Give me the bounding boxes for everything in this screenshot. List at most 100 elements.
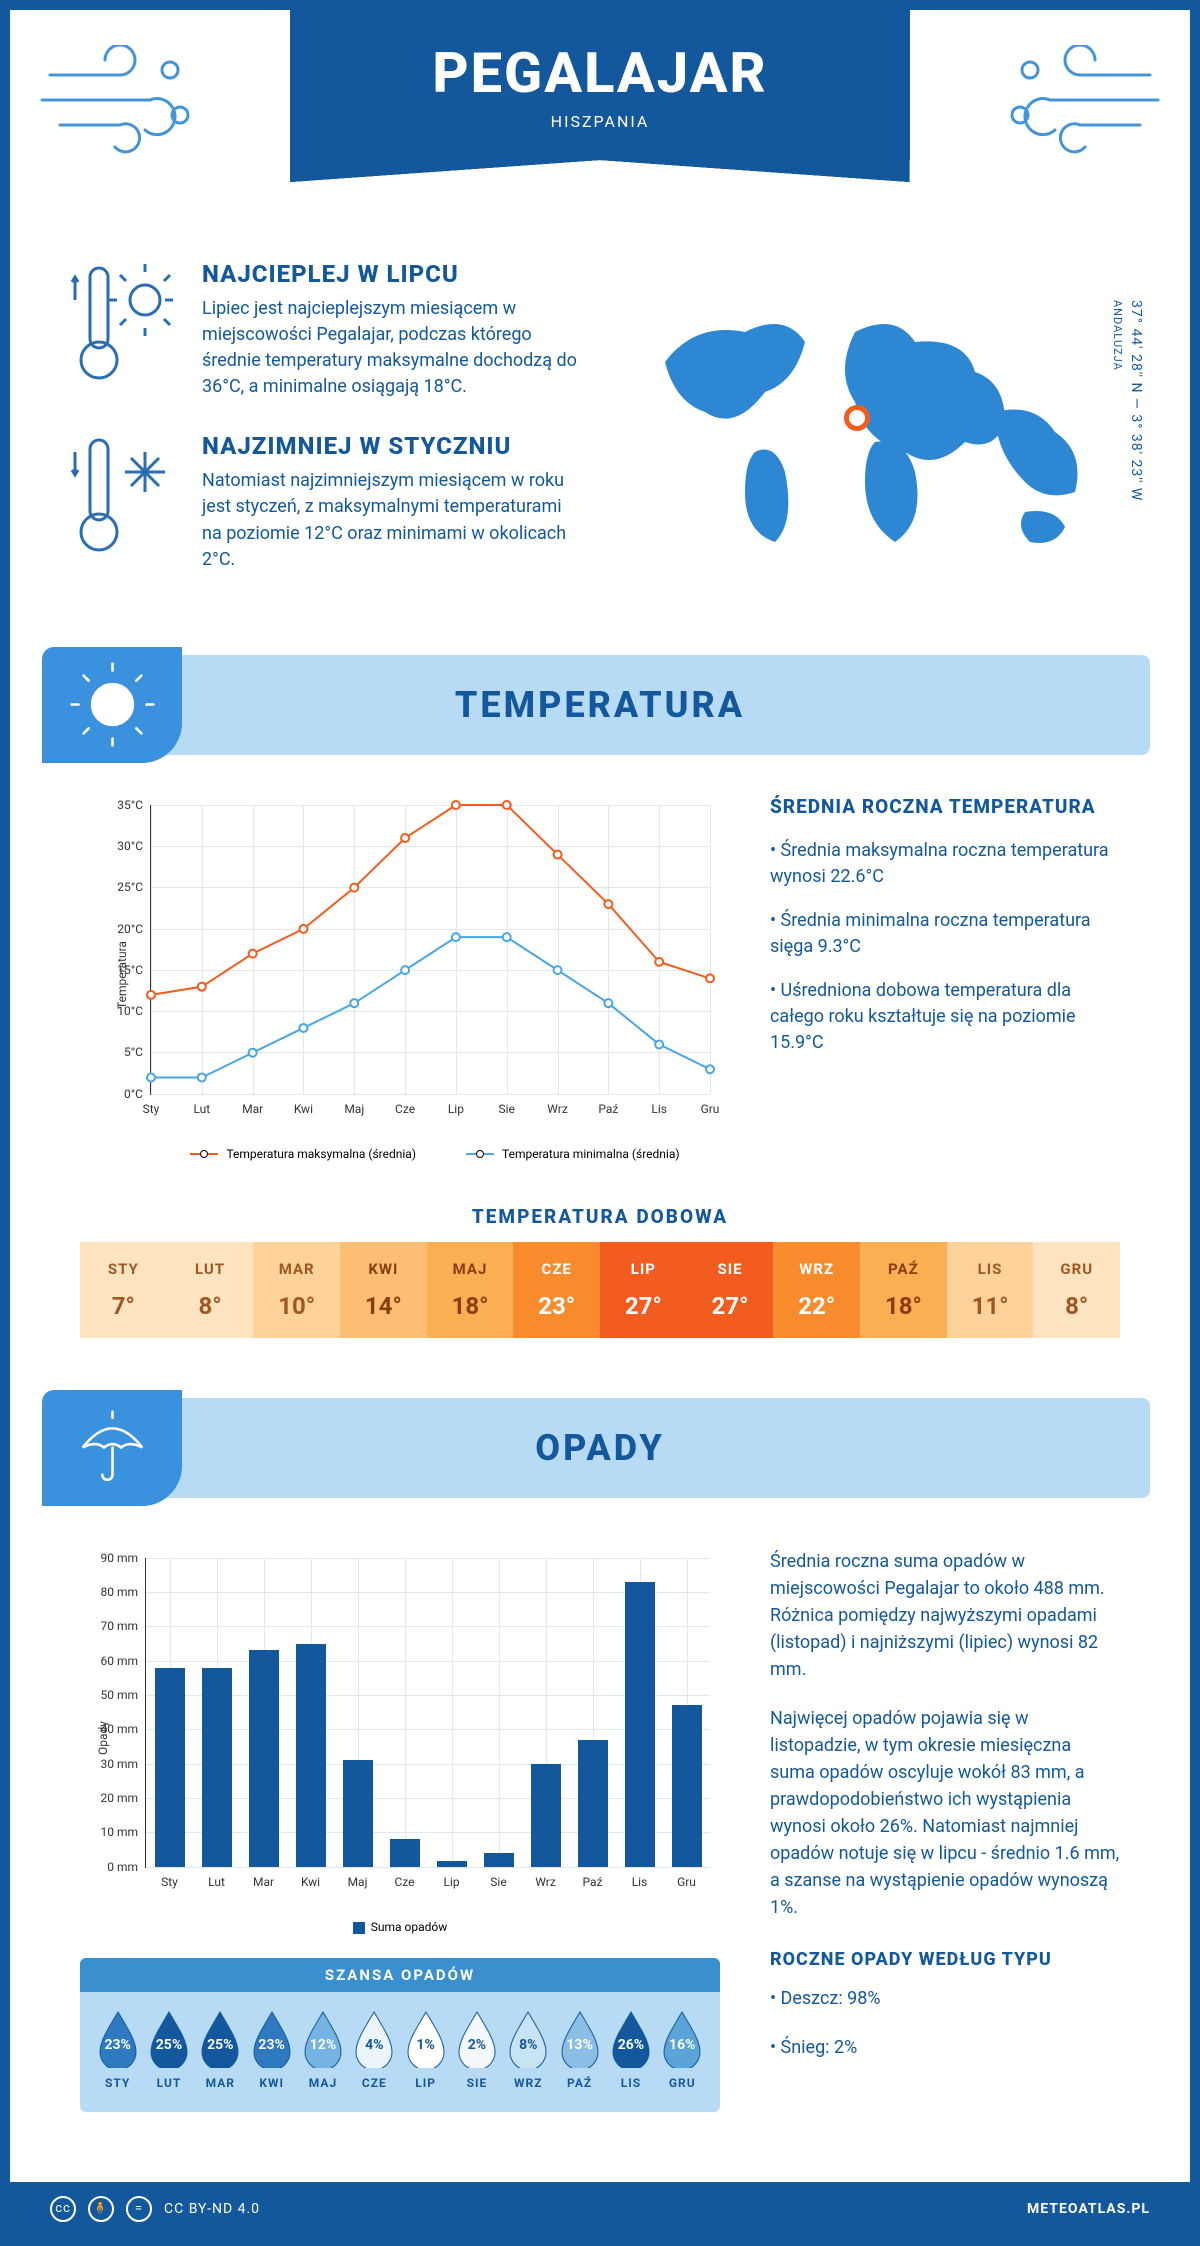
raindrop-icon: 23% (94, 2008, 142, 2068)
temp-value: 11° (947, 1292, 1034, 1320)
y-tick-label: 60 mm (100, 1654, 146, 1668)
legend-max-label: Temperatura maksymalna (średnia) (226, 1147, 416, 1161)
precip-by-type-title: ROCZNE OPADY WEDŁUG TYPU (770, 1946, 1120, 1973)
drop-pct: 23% (248, 2008, 296, 2068)
x-tick-label: Lut (208, 1867, 225, 1889)
month-label: LIS (947, 1260, 1034, 1278)
x-tick-label: Maj (348, 1867, 368, 1889)
y-tick-label: 20°C (117, 922, 151, 936)
drop-cell: 1% LIP (400, 2008, 451, 2090)
rain-chance-box: SZANSA OPADÓW 23%STY25%LUT25%MAR23%KWI12… (80, 1958, 720, 2112)
daily-cell: LIP 27° (600, 1242, 687, 1338)
temperature-body: Temperatura 0°C5°C10°C15°C20°C25°C30°C35… (10, 755, 1190, 1175)
x-tick-label: Mar (253, 1867, 274, 1889)
bar (390, 1839, 420, 1866)
drop-cell: 23%STY (92, 2008, 143, 2090)
temperature-title: TEMPERATURA (455, 684, 745, 726)
thermometer-sun-icon (70, 260, 180, 390)
precip-body: Opady 0 mm10 mm20 mm30 mm40 mm50 mm60 mm… (10, 1498, 1190, 2132)
y-tick-label: 30°C (117, 839, 151, 853)
y-tick-label: 15°C (117, 963, 151, 977)
daily-cell: MAJ18° (427, 1242, 514, 1338)
daily-cell: MAR10° (253, 1242, 340, 1338)
temp-value: 18° (427, 1292, 514, 1320)
x-tick-label: Lis (632, 1867, 648, 1889)
bar (578, 1740, 608, 1867)
temp-value: 8° (167, 1292, 254, 1320)
precip-section-header: OPADY (50, 1398, 1150, 1498)
warmest-title: NAJCIEPLEJ W LIPCU (202, 260, 580, 288)
temp-value: 22° (773, 1292, 860, 1320)
drop-month: GRU (657, 2076, 708, 2090)
temp-value: 18° (860, 1292, 947, 1320)
drop-pct: 13% (556, 2008, 604, 2068)
drop-month: PAŹ (554, 2076, 605, 2090)
drop-month: SIE (451, 2076, 502, 2090)
daily-temp-title: TEMPERATURA DOBOWA (10, 1205, 1190, 1228)
x-tick-label: Sie (490, 1867, 506, 1889)
x-tick-label: Lip (443, 1867, 459, 1889)
daily-cell: LUT8° (167, 1242, 254, 1338)
raindrop-icon: 2% (453, 2008, 501, 2068)
x-tick-label: Lis (651, 1094, 667, 1116)
x-tick-label: Kwi (301, 1867, 320, 1889)
daily-temp-strip: STY7°LUT8°MAR10°KWI14°MAJ18°CZE23°LIP27°… (80, 1242, 1120, 1338)
city-country: HISZPANIA (290, 112, 910, 131)
drop-cell: 26%LIS (605, 2008, 656, 2090)
month-label: LIP (600, 1260, 687, 1278)
bar (437, 1861, 467, 1866)
x-tick-label: Wrz (535, 1867, 556, 1889)
chart-legend: Temperatura maksymalna (średnia) Tempera… (150, 1147, 720, 1161)
drop-month: LIP (400, 2076, 451, 2090)
temp-value: 14° (340, 1292, 427, 1320)
bar (672, 1705, 702, 1866)
intro-text-column: NAJCIEPLEJ W LIPCU Lipiec jest najcieple… (70, 260, 580, 605)
drop-pct: 2% (453, 2008, 501, 2068)
drop-pct: 12% (299, 2008, 347, 2068)
drop-cell: 2% SIE (451, 2008, 502, 2090)
wind-icon (1000, 45, 1160, 165)
drop-month: LUT (143, 2076, 194, 2090)
raindrop-icon: 23% (248, 2008, 296, 2068)
y-tick-label: 0 mm (107, 1860, 146, 1874)
drop-pct: 26% (607, 2008, 655, 2068)
precip-title: OPADY (535, 1427, 665, 1469)
month-label: PAŹ (860, 1260, 947, 1278)
y-tick-label: 35°C (117, 798, 151, 812)
y-tick-label: 5°C (124, 1045, 151, 1059)
drop-pct: 25% (145, 2008, 193, 2068)
x-tick-label: Sty (143, 1094, 160, 1116)
temp-value: 27° (600, 1292, 687, 1320)
temperature-info: ŚREDNIA ROCZNA TEMPERATURA • Średnia mak… (770, 795, 1120, 1155)
y-tick-label: 40 mm (100, 1722, 146, 1736)
drop-pct: 16% (658, 2008, 706, 2068)
bar (296, 1644, 326, 1867)
daily-cell: KWI14° (340, 1242, 427, 1338)
raindrop-icon: 1% (402, 2008, 450, 2068)
drop-cell: 23% KWI (246, 2008, 297, 2090)
license-block: cc 🧍 = CC BY-ND 4.0 (50, 2196, 260, 2222)
daily-cell: PAŹ 18° (860, 1242, 947, 1338)
intro-section: NAJCIEPLEJ W LIPCU Lipiec jest najcieple… (10, 230, 1190, 655)
temp-value: 23° (513, 1292, 600, 1320)
raindrop-icon: 25% (196, 2008, 244, 2068)
y-tick-label: 10 mm (100, 1825, 146, 1839)
coldest-title: NAJZIMNIEJ W STYCZNIU (202, 432, 580, 460)
raindrop-icon: 4% (350, 2008, 398, 2068)
y-tick-label: 80 mm (100, 1585, 146, 1599)
drop-pct: 4% (350, 2008, 398, 2068)
y-tick-label: 30 mm (100, 1757, 146, 1771)
drop-month: KWI (246, 2076, 297, 2090)
x-tick-label: Paź (598, 1094, 618, 1116)
x-tick-label: Sty (161, 1867, 178, 1889)
temp-bullet: • Uśredniona dobowa temperatura dla całe… (770, 978, 1120, 1056)
rain-chance-title: SZANSA OPADÓW (80, 1958, 720, 1992)
month-label: SIE (687, 1260, 774, 1278)
drop-month: CZE (349, 2076, 400, 2090)
drop-pct: 8% (504, 2008, 552, 2068)
x-tick-label: Sie (499, 1094, 515, 1116)
temp-bullet: • Średnia maksymalna roczna temperatura … (770, 838, 1120, 890)
drop-cell: 13% PAŹ (554, 2008, 605, 2090)
legend-min-label: Temperatura minimalna (średnia) (502, 1147, 680, 1161)
temperature-line-chart: Temperatura 0°C5°C10°C15°C20°C25°C30°C35… (80, 795, 720, 1155)
